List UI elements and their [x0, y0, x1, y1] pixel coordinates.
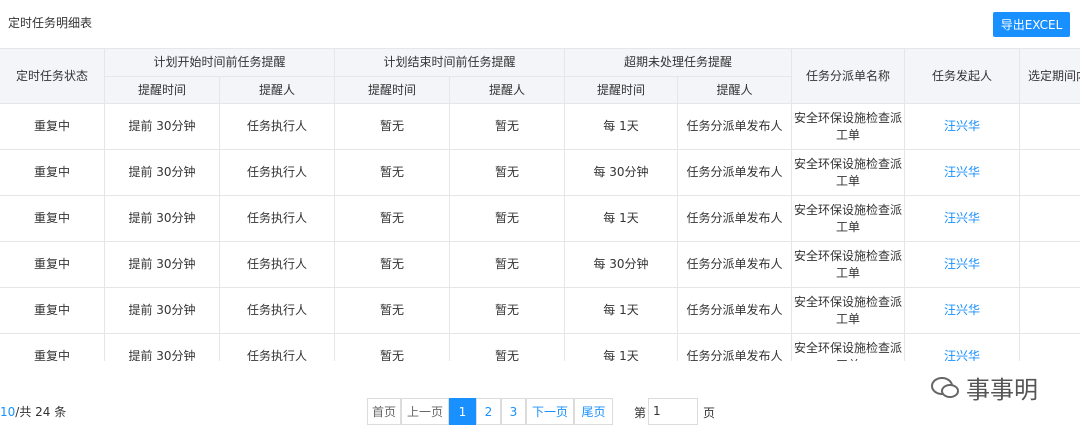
table-cell: 提前 30分钟	[105, 288, 220, 334]
column-header: 任务发起人	[905, 49, 1020, 104]
wechat-icon	[931, 376, 959, 398]
table-cell	[1020, 288, 1080, 334]
table-cell: 每 1天	[565, 104, 678, 150]
table-cell: 任务执行人	[220, 150, 335, 196]
column-header: 选定期间内	[1020, 49, 1080, 104]
table-cell: 任务分派单发布人	[678, 150, 792, 196]
table-cell: 重复中	[0, 242, 105, 288]
table-cell: 重复中	[0, 196, 105, 242]
column-header: 任务分派单名称	[792, 49, 905, 104]
sub-header: 提醒人	[450, 77, 565, 104]
table-cell: 每 1天	[565, 288, 678, 334]
table-cell: 暂无	[335, 334, 450, 361]
table-cell: 任务执行人	[220, 196, 335, 242]
column-header: 定时任务状态	[0, 49, 105, 104]
table-cell: 暂无	[335, 150, 450, 196]
goto-input[interactable]: 1	[648, 398, 698, 425]
table-cell	[1020, 104, 1080, 150]
export-button[interactable]: 导出EXCEL	[993, 12, 1070, 37]
table-cell: 暂无	[450, 196, 565, 242]
table-cell: 安全环保设施检查派工单	[792, 242, 905, 288]
initiator-link[interactable]: 汪兴华	[905, 150, 1020, 196]
table-cell: 暂无	[335, 196, 450, 242]
table-cell: 提前 30分钟	[105, 242, 220, 288]
sub-header: 提醒人	[678, 77, 792, 104]
table-cell: 重复中	[0, 288, 105, 334]
table-cell: 提前 30分钟	[105, 104, 220, 150]
table-cell	[1020, 196, 1080, 242]
table-cell: 安全环保设施检查派工单	[792, 196, 905, 242]
table-cell: 任务执行人	[220, 288, 335, 334]
page-button[interactable]: 上一页	[401, 398, 449, 425]
page-button[interactable]: 3	[501, 398, 526, 425]
table-cell: 暂无	[335, 242, 450, 288]
table-cell: 暂无	[450, 104, 565, 150]
table-cell: 重复中	[0, 334, 105, 361]
table-cell: 每 1天	[565, 334, 678, 361]
initiator-link[interactable]: 汪兴华	[905, 196, 1020, 242]
table-cell: 任务执行人	[220, 334, 335, 361]
group-header: 计划开始时间前任务提醒	[105, 49, 335, 77]
table-cell: 任务执行人	[220, 104, 335, 150]
goto-prefix: 第	[634, 406, 647, 420]
table-cell: 任务分派单发布人	[678, 104, 792, 150]
initiator-link[interactable]: 汪兴华	[905, 288, 1020, 334]
table-cell	[1020, 150, 1080, 196]
page-summary: 10/共 24 条	[0, 403, 66, 420]
table-cell: 安全环保设施检查派工单	[792, 334, 905, 361]
table-cell: 任务执行人	[220, 242, 335, 288]
table-cell: 重复中	[0, 104, 105, 150]
table-cell: 任务分派单发布人	[678, 242, 792, 288]
table-cell: 每 30分钟	[565, 242, 678, 288]
table-cell: 任务分派单发布人	[678, 334, 792, 361]
table-cell: 暂无	[450, 334, 565, 361]
table-cell: 提前 30分钟	[105, 150, 220, 196]
table-cell: 安全环保设施检查派工单	[792, 104, 905, 150]
table-cell: 重复中	[0, 150, 105, 196]
table-cell: 提前 30分钟	[105, 196, 220, 242]
sub-header: 提醒时间	[105, 77, 220, 104]
group-header: 超期未处理任务提醒	[565, 49, 792, 77]
sub-header: 提醒时间	[335, 77, 450, 104]
table-cell: 暂无	[335, 288, 450, 334]
page-button[interactable]: 首页	[367, 398, 401, 425]
table-cell: 暂无	[335, 104, 450, 150]
page-button[interactable]: 1	[449, 398, 476, 425]
table-cell	[1020, 334, 1080, 361]
table-cell	[1020, 242, 1080, 288]
watermark-text: 事事明	[966, 376, 1038, 404]
table-cell: 暂无	[450, 288, 565, 334]
page-button[interactable]: 下一页	[526, 398, 574, 425]
goto-suffix: 页	[703, 406, 716, 420]
task-table: 定时任务状态 计划开始时间前任务提醒 提醒时间 提醒人 计划结束时间前任务提醒 提醒时间提…	[0, 48, 1080, 361]
watermark: 事事明	[930, 370, 1038, 405]
table-cell: 每 30分钟	[565, 150, 678, 196]
table-cell: 暂无	[450, 242, 565, 288]
table-cell: 任务分派单发布人	[678, 288, 792, 334]
page-button[interactable]: 尾页	[574, 398, 613, 425]
table-cell: 暂无	[450, 150, 565, 196]
table-cell: 安全环保设施检查派工单	[792, 150, 905, 196]
page-button[interactable]: 2	[476, 398, 501, 425]
sub-header: 提醒时间	[565, 77, 678, 104]
table-cell: 安全环保设施检查派工单	[792, 288, 905, 334]
table-cell: 每 1天	[565, 196, 678, 242]
group-header: 计划结束时间前任务提醒	[335, 49, 565, 77]
table-cell: 任务分派单发布人	[678, 196, 792, 242]
initiator-link[interactable]: 汪兴华	[905, 334, 1020, 361]
total-count: /共 24 条	[15, 405, 67, 419]
table-cell: 提前 30分钟	[105, 334, 220, 361]
initiator-link[interactable]: 汪兴华	[905, 104, 1020, 150]
sub-header: 提醒人	[220, 77, 335, 104]
page-title: 定时任务明细表	[8, 16, 93, 30]
initiator-link[interactable]: 汪兴华	[905, 242, 1020, 288]
page-size: 10	[0, 405, 16, 419]
